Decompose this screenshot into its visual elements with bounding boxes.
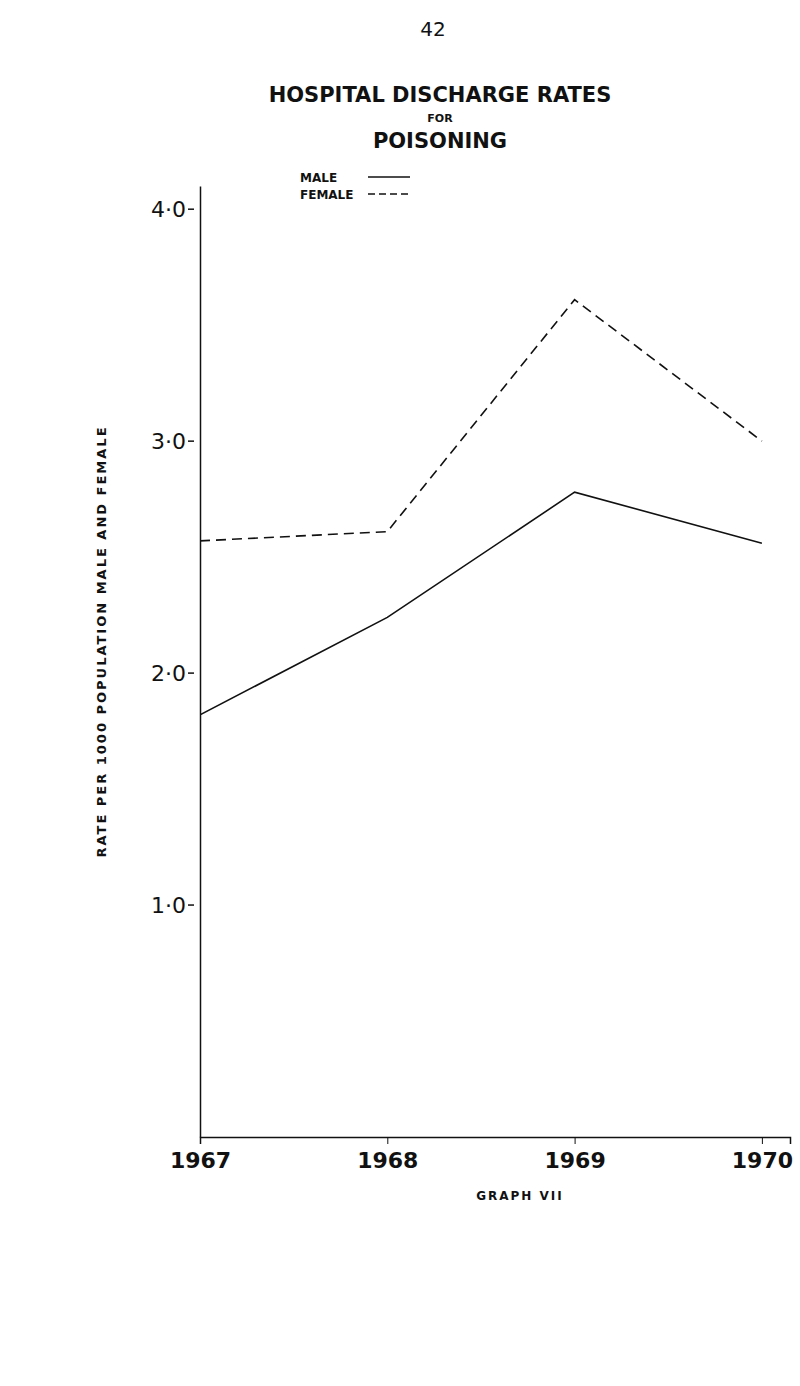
x-tick: 1968 xyxy=(357,1137,418,1173)
x-tick-mark xyxy=(387,1137,388,1144)
caption: GRAPH VII xyxy=(476,1189,564,1203)
y-axis-line xyxy=(200,187,202,1138)
x-tick-label: 1969 xyxy=(544,1148,605,1173)
x-tick: 1969 xyxy=(544,1137,605,1173)
legend-swatch xyxy=(368,176,410,177)
plot-area xyxy=(200,300,762,715)
y-tick-dash xyxy=(188,208,194,210)
legend-swatch xyxy=(368,193,410,194)
y-tick-label: 2·0 xyxy=(151,661,186,686)
y-tick-dash xyxy=(188,440,194,442)
y-tick-dash xyxy=(188,904,194,906)
y-tick: 4·0 xyxy=(151,197,200,222)
y-tick-label: 1·0 xyxy=(151,893,186,918)
y-tick: 3·0 xyxy=(151,429,200,454)
legend: MALE FEMALE xyxy=(300,171,410,202)
title: HOSPITAL DISCHARGE RATES xyxy=(269,83,612,107)
chart: 42 HOSPITAL DISCHARGE RATES FOR POISONING RA… xyxy=(0,0,800,1386)
x-axis-line xyxy=(201,1138,791,1145)
y-tick-dash xyxy=(188,672,194,674)
series-line xyxy=(200,492,762,715)
x-tick-mark xyxy=(200,1137,201,1144)
title: FOR xyxy=(427,112,453,125)
x-tick-label: 1970 xyxy=(732,1148,793,1173)
title: POISONING xyxy=(373,129,507,153)
legend-label: MALE xyxy=(300,171,337,185)
y-tick: 2·0 xyxy=(151,661,200,686)
x-tick-mark xyxy=(762,1137,763,1144)
x-tick: 1970 xyxy=(732,1137,793,1173)
y-tick-label: 3·0 xyxy=(151,429,186,454)
x-tick-label: 1967 xyxy=(170,1148,231,1173)
x-tick: 1967 xyxy=(170,1137,231,1173)
x-tick-label: 1968 xyxy=(357,1148,418,1173)
legend-label: FEMALE xyxy=(300,188,353,202)
y-axis-label: RATE PER 1000 POPULATION MALE AND FEMALE xyxy=(94,425,109,857)
series-line xyxy=(200,300,762,541)
x-tick-mark xyxy=(575,1137,576,1144)
x-axis: 1967 1968 1969 1970 xyxy=(170,1137,793,1173)
y-axis: 1·0 2·0 3·0 4·0 xyxy=(151,187,201,1138)
page-number: 42 xyxy=(420,17,445,41)
y-tick: 1·0 xyxy=(151,893,200,918)
y-tick-label: 4·0 xyxy=(151,197,186,222)
